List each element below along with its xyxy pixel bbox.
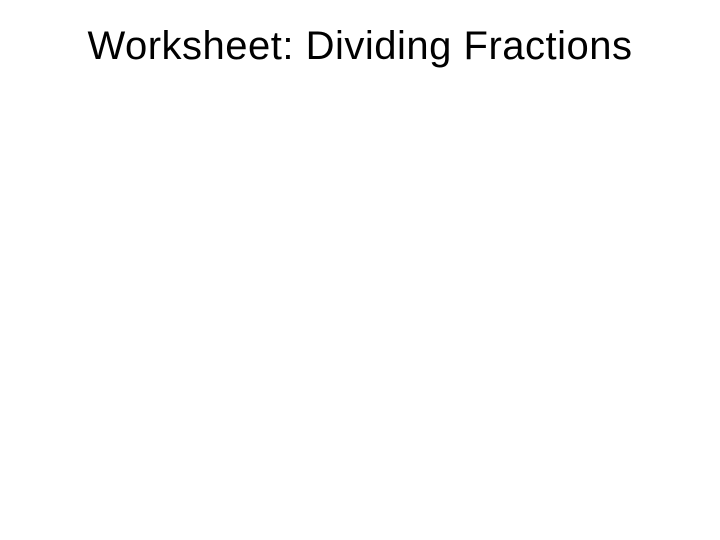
page-title: Worksheet: Dividing Fractions [0, 24, 720, 69]
page-container: Worksheet: Dividing Fractions [0, 0, 720, 540]
